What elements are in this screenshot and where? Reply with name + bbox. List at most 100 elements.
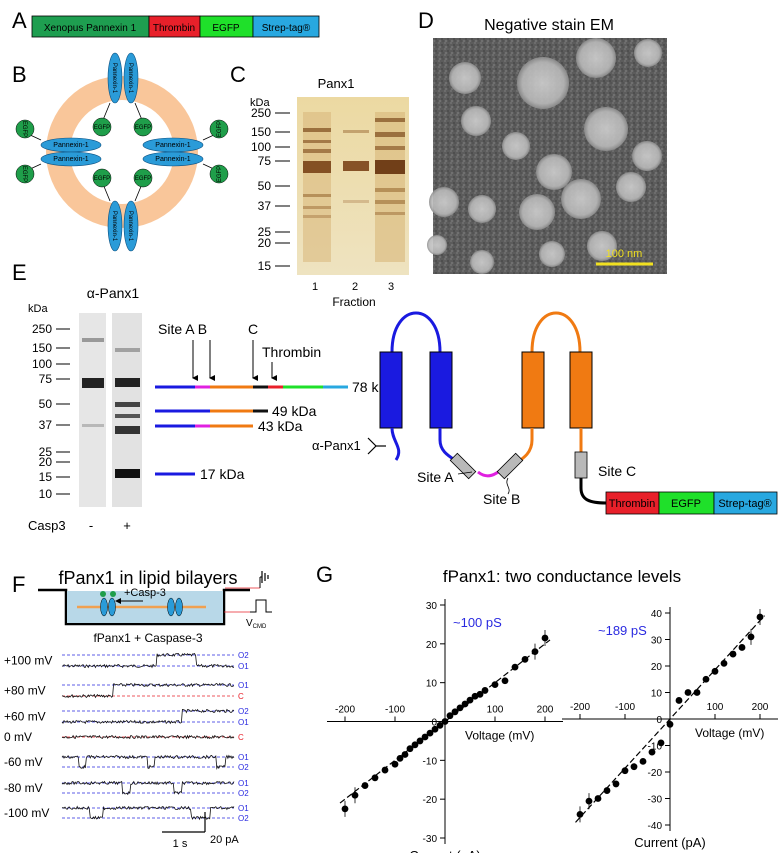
- data-point: [446, 712, 454, 720]
- blot-marker-label: 100: [32, 357, 52, 371]
- iv-plot-189ps: -200 -100 100 200-40-30-20-10010203040~189 …: [562, 607, 778, 850]
- subunit-label: Pannexin-1: [127, 63, 133, 94]
- y-axis-label: Current (pA): [634, 835, 706, 850]
- panel-b: B Pannexin-1 Pannexin-1 Pannexin-1 Panne…: [12, 52, 229, 252]
- data-point: [541, 634, 549, 642]
- data-point: [675, 697, 683, 704]
- em-particle: [576, 38, 616, 78]
- trace-level-label: O1: [238, 718, 249, 727]
- site-b-label: Site B: [483, 491, 520, 507]
- data-point: [657, 739, 665, 747]
- em-particle: [519, 194, 555, 230]
- conductance-annotation: ~100 pS: [453, 615, 502, 630]
- em-particle: [584, 107, 628, 151]
- trace-level-label: O2: [238, 707, 249, 716]
- fragment-43kda: 43 kDa: [155, 418, 303, 434]
- gel-marker-label: 75: [258, 154, 272, 168]
- trace-current: [61, 734, 235, 740]
- em-particle: [517, 57, 569, 109]
- voltage-command-pulse: [250, 599, 272, 613]
- site-c-label: C: [248, 321, 258, 337]
- gel-xlabel: Fraction: [332, 295, 375, 309]
- fragment-78kda: 78 kDa: [155, 379, 397, 395]
- conductance-annotation: ~189 pS: [598, 623, 647, 638]
- data-point: [729, 650, 737, 658]
- site-a-box: [449, 452, 477, 480]
- construct-label-pannexin: Xenopus Pannexin 1: [44, 23, 137, 34]
- trace-level-label: O1: [238, 804, 249, 813]
- data-point: [738, 644, 746, 651]
- data-point: [639, 758, 647, 765]
- blot-marker-label: 150: [32, 341, 52, 355]
- data-point: [612, 780, 620, 788]
- data-point: [421, 733, 429, 741]
- data-point: [371, 774, 379, 782]
- em-particle: [468, 195, 496, 223]
- membrane-topology-diagram: Thrombin EGFP Strep-tag® α-Panx1 Site A …: [312, 311, 778, 515]
- subunit-pair-top: Pannexin-1 Pannexin-1: [107, 52, 139, 104]
- data-point: [426, 729, 434, 737]
- data-point: [476, 690, 484, 698]
- x-tick-label: -200: [335, 705, 355, 716]
- em-particle: [449, 62, 481, 94]
- western-blot: [79, 313, 142, 507]
- data-point: [341, 805, 349, 813]
- y-tick-label: 10: [651, 689, 663, 700]
- panel-d: D Negative stain EM 100 nm: [418, 8, 667, 274]
- y-tick-label: 30: [651, 636, 663, 647]
- em-particle: [587, 231, 617, 261]
- data-point: [511, 663, 519, 671]
- gfp-label: EGFP: [135, 125, 151, 131]
- em-particle: [470, 250, 494, 274]
- subunit-pair-bottom: Pannexin-1 Pannexin-1: [107, 200, 139, 252]
- gfp-label: EGFP: [21, 121, 27, 137]
- y-tick-label: 20: [426, 640, 438, 651]
- x-tick-label: -100: [385, 705, 405, 716]
- caspase-label: +Casp-3: [124, 587, 166, 599]
- trace-voltage-label: -60 mV: [4, 755, 43, 769]
- data-point: [431, 725, 439, 733]
- blot-marker-label: 25: [39, 445, 53, 459]
- data-point: [585, 797, 593, 805]
- tag-label-thrombin: Thrombin: [609, 498, 655, 510]
- trace-level-label: O1: [238, 662, 249, 671]
- fragment-label: 17 kDa: [200, 466, 245, 482]
- site-ab-label: Site A B: [158, 321, 207, 337]
- scale-current-label: 20 pA: [210, 834, 239, 846]
- trace-voltage-label: +80 mV: [4, 684, 46, 698]
- trace-current: [61, 682, 235, 699]
- trace-current: [61, 754, 235, 770]
- blot-marker-label: 20: [39, 455, 53, 469]
- data-point: [621, 767, 629, 775]
- subunit-label: Pannexin-1: [53, 142, 89, 149]
- gel-lane-label: 2: [352, 281, 358, 293]
- gfp-inner: EGFP EGFP EGFP EGFP: [92, 102, 153, 202]
- site-c-label: Site C: [598, 463, 636, 479]
- data-point: [693, 689, 701, 696]
- construct-bar: Xenopus Pannexin 1 Thrombin EGFP Strep-t…: [31, 15, 320, 38]
- site-a-label: Site A: [417, 469, 454, 485]
- gel-marker-label: 50: [258, 179, 272, 193]
- gel-marker-label: 15: [258, 259, 272, 273]
- traces-subtitle: fPanx1 + Caspase-3: [93, 631, 202, 645]
- subunit-pair-right: Pannexin-1 Pannexin-1: [142, 137, 204, 167]
- trace-voltage-label: +100 mV: [4, 654, 52, 668]
- gel-marker-label: 25: [258, 225, 272, 239]
- gfp-label: EGFP: [94, 176, 110, 182]
- data-point: [381, 766, 389, 774]
- em-particle: [502, 132, 530, 160]
- subunit-label: Pannexin-1: [155, 156, 191, 163]
- trace-level-label: O2: [238, 789, 249, 798]
- data-point: [466, 696, 474, 704]
- data-point: [481, 687, 489, 694]
- em-particle: [427, 235, 447, 255]
- gel-lane-label: 3: [388, 281, 394, 293]
- data-point: [401, 751, 409, 758]
- ground-icon: [260, 571, 269, 583]
- y-tick-label: 40: [651, 609, 663, 620]
- trace-level-label: O1: [238, 681, 249, 690]
- data-point: [720, 659, 728, 667]
- y-tick-label: -30: [648, 795, 663, 806]
- x-tick-label: -200: [570, 702, 590, 713]
